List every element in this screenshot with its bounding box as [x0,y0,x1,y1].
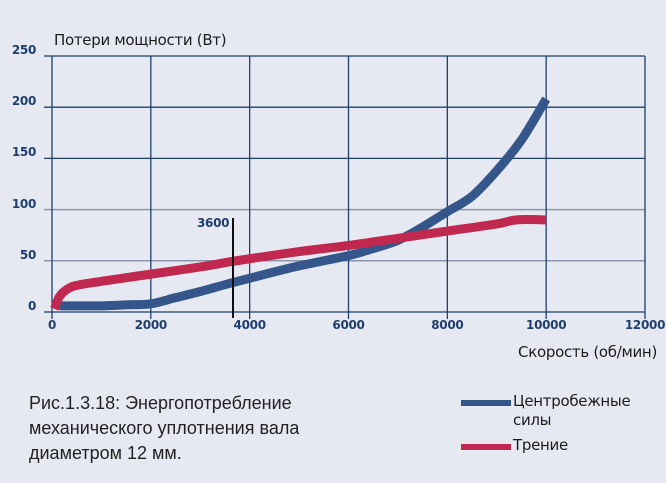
y-tick-label: 50 [19,247,36,262]
legend-item-friction: Трение [461,436,643,455]
y-tick-label: 250 [11,43,36,57]
y-axis-title: Потери мощности (Вт) [54,31,227,49]
x-axis-title: Скорость (об/мин) [518,343,657,361]
x-tick-label: 4000 [233,318,267,332]
legend: Центробежные силы Трение [461,392,643,461]
legend-swatch-friction [461,444,511,450]
y-tick-label: 200 [11,94,36,109]
legend-item-centrifugal: Центробежные силы [461,392,643,430]
x-tick-label: 2000 [134,318,168,332]
series-friction-line [50,215,547,311]
series-layer [50,96,551,311]
y-tick-label: 150 [11,145,36,160]
legend-swatch-centrifugal [461,400,511,406]
speed-marker-label: 3600 [197,216,230,230]
legend-label-friction: Трение [513,436,568,454]
legend-label-centrifugal: Центробежные силы [513,392,631,429]
series-centrifugal-line [59,96,551,311]
y-tick-label: 0 [27,299,36,313]
x-tick-label: 10000 [526,318,567,332]
x-tick-label: 8000 [431,318,464,332]
figure-caption: Рис.1.3.18: Энергопотребление механическ… [29,393,300,463]
x-tick-label: 12000 [624,318,666,332]
y-tick-label: 100 [11,196,36,211]
x-tick-label: 6000 [332,318,365,332]
x-tick-label: 0 [47,318,57,332]
